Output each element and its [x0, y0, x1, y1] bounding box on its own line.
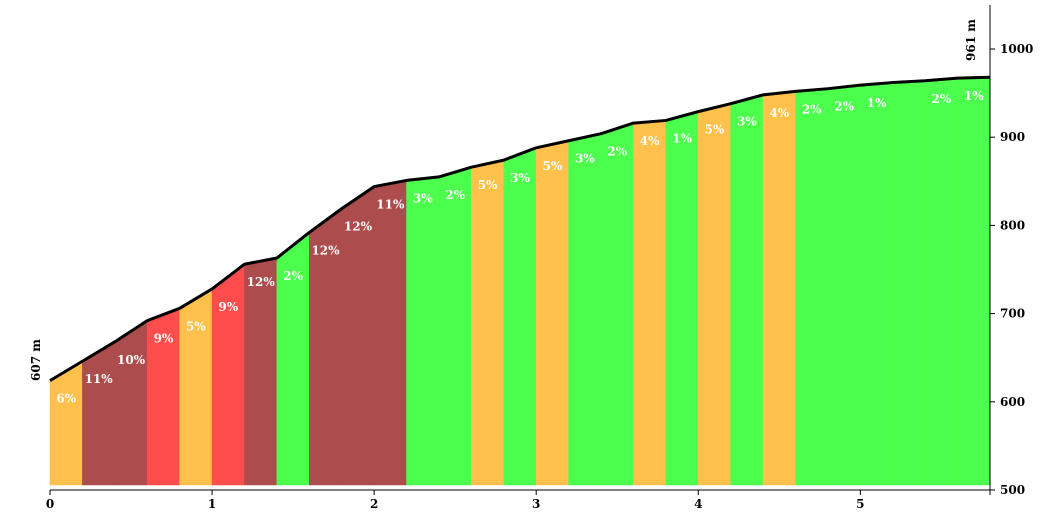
grade-label: 5% [705, 123, 725, 137]
grade-label: 1% [672, 131, 692, 145]
grade-label: 11% [376, 198, 405, 212]
grade-label: 5% [543, 159, 563, 173]
y-tick-label: 600 [1000, 395, 1025, 409]
grade-label: 3% [575, 152, 595, 166]
grade-segment [924, 77, 958, 486]
grade-segments [49, 76, 991, 486]
grade-label: 9% [154, 332, 174, 346]
grade-label: 1% [964, 89, 984, 103]
elevation-profile-line [49, 75, 991, 382]
y-tick-label: 900 [1000, 130, 1025, 144]
grade-segment [244, 257, 278, 486]
end-elevation-label: 961 m [964, 19, 978, 61]
grade-label: 2% [931, 92, 951, 106]
x-tick-label: 4 [694, 497, 702, 511]
grade-segment [438, 166, 472, 486]
grade-segment [697, 103, 731, 486]
y-tick-label: 500 [1000, 483, 1025, 497]
x-tick-label: 0 [46, 497, 54, 511]
grade-label: 4% [640, 134, 660, 148]
grade-label: 3% [510, 171, 530, 185]
grade-segment [795, 88, 829, 486]
grade-label: 5% [186, 319, 206, 333]
x-tick-label: 3 [532, 497, 540, 511]
y-tick-label: 1000 [1000, 42, 1033, 56]
grade-segment [82, 341, 116, 486]
grade-segment [568, 133, 602, 486]
grade-label: 2% [802, 102, 822, 116]
grade-segment [535, 140, 569, 486]
grade-label: 12% [311, 243, 340, 257]
grade-segment [957, 76, 991, 486]
grade-segment [600, 122, 634, 486]
grade-label: 4% [769, 106, 789, 120]
grade-label: 2% [283, 269, 303, 283]
grade-label: 2% [834, 100, 854, 114]
grade-label: 5% [478, 178, 498, 192]
grade-segment [373, 180, 407, 486]
x-tick-label: 1 [208, 497, 216, 511]
x-tick-label: 2 [370, 497, 378, 511]
x-tick-label: 5 [856, 497, 864, 511]
grade-segment [49, 360, 83, 486]
grade-segment [860, 82, 894, 486]
grade-segment [114, 320, 148, 486]
grade-segment [665, 111, 699, 486]
grade-segment [471, 159, 505, 486]
grade-label: 12% [247, 275, 276, 289]
grade-segment [503, 147, 537, 486]
grade-labels: 6%11%10%9%5%9%12% 2%12%12%11% 3% 2%5%3%5%3%… [56, 89, 984, 406]
grade-label: 2% [445, 188, 465, 202]
grade-segment [406, 176, 440, 486]
grade-segment [762, 91, 796, 486]
y-tick-label: 800 [1000, 218, 1025, 232]
grade-label: 3% [737, 115, 757, 129]
start-elevation-label: 607 m [29, 339, 43, 381]
grade-segment [827, 84, 861, 486]
grade-label: 11% [85, 372, 114, 386]
x-axis: 0 1 2 3 4 5 [46, 489, 990, 511]
grade-label: 1% [867, 96, 887, 110]
grade-label: 2% [607, 145, 627, 159]
grade-segment [730, 94, 764, 486]
grade-label: 12% [344, 220, 373, 234]
y-axis: 500 600 700 800 900 1000 [989, 5, 1033, 497]
grade-label: 10% [117, 353, 146, 367]
grade-label: 9% [218, 300, 238, 314]
grade-segment [892, 80, 926, 486]
y-tick-label: 700 [1000, 307, 1025, 321]
grade-label: 3% [413, 191, 433, 205]
grade-label: 6% [56, 392, 76, 406]
grade-segment [633, 120, 667, 486]
grade-segment [211, 263, 245, 486]
